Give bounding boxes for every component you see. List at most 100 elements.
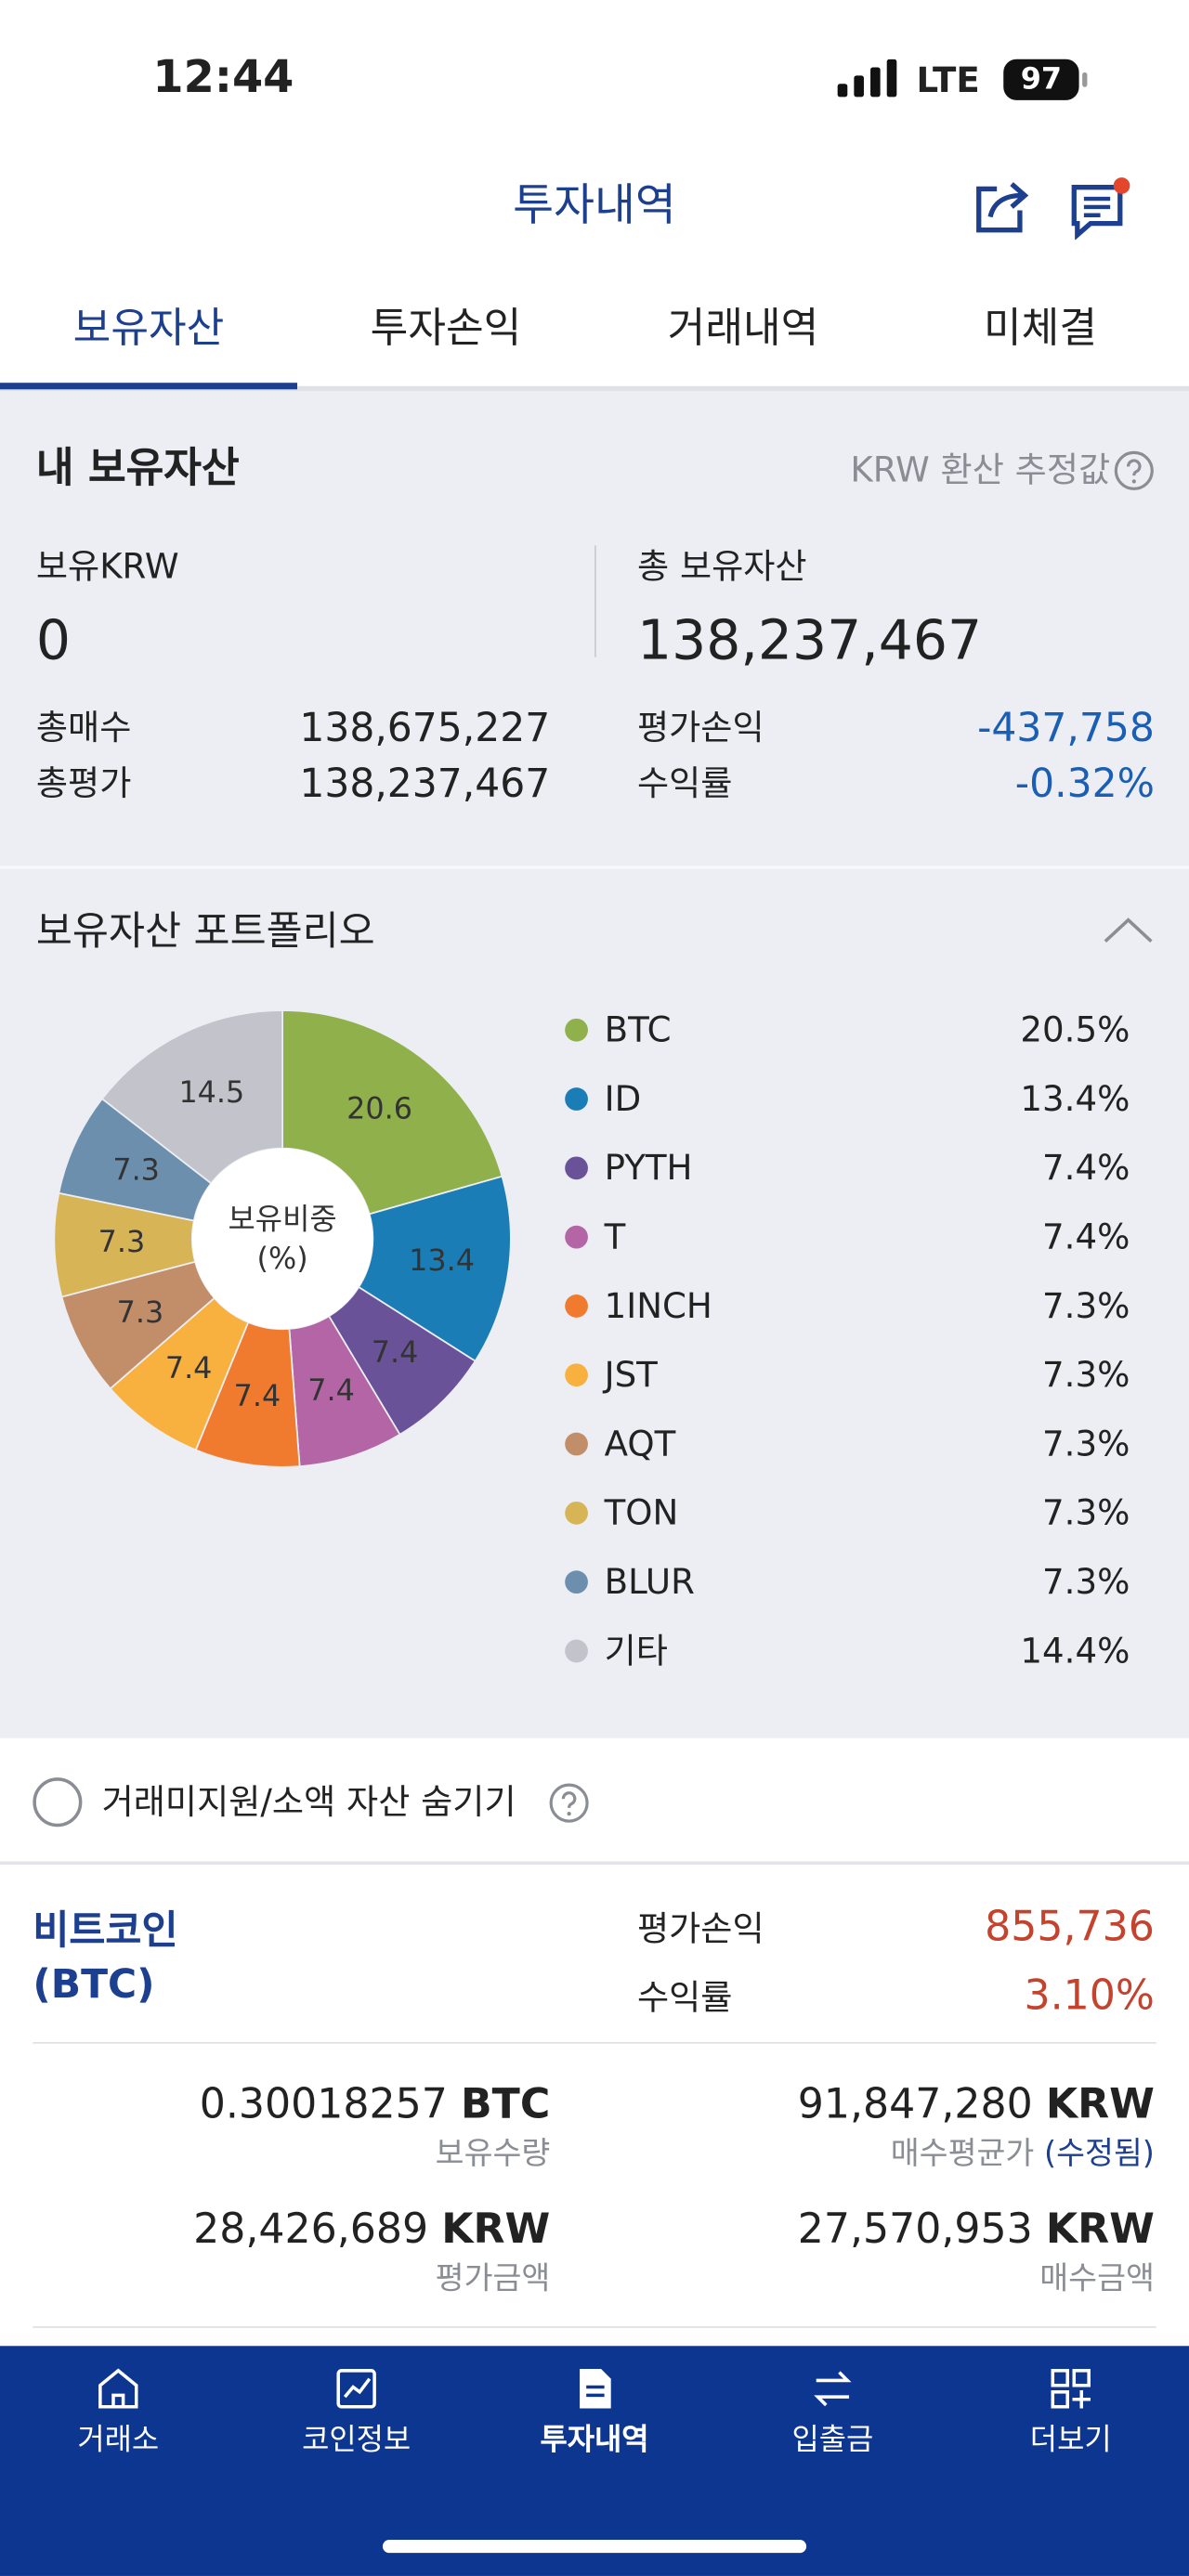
battery: 97 bbox=[1003, 59, 1079, 100]
home-indicator bbox=[382, 2540, 807, 2554]
asset-name[interactable]: 비트코인 bbox=[33, 1906, 178, 1954]
eval-amount: 28,426,689 KRW bbox=[193, 2200, 550, 2259]
buy-label: 총매수 bbox=[35, 708, 132, 748]
tab[interactable]: 보유자산 bbox=[72, 304, 225, 352]
icon-shape bbox=[336, 2369, 376, 2409]
slice-label: 20.6 bbox=[346, 1091, 412, 1126]
slice-label: 7.3 bbox=[98, 1224, 146, 1259]
asset-rate-label: 수익률 bbox=[636, 1977, 733, 2018]
collapse-icon[interactable] bbox=[1101, 914, 1156, 946]
slice-label: 7.3 bbox=[117, 1295, 164, 1330]
asset-ticker[interactable]: (BTC) bbox=[33, 1961, 155, 2008]
quantity-unit: BTC bbox=[460, 2079, 551, 2127]
nav-label[interactable]: 입출금 bbox=[791, 2423, 874, 2458]
donut-center-label: (%) bbox=[257, 1241, 308, 1276]
nav-label[interactable]: 거래소 bbox=[77, 2423, 160, 2458]
divider bbox=[33, 2326, 1156, 2328]
icon-shape bbox=[1051, 2369, 1069, 2387]
slice-label: 7.4 bbox=[234, 1378, 281, 1413]
nav-icon[interactable] bbox=[569, 2364, 619, 2413]
divider bbox=[0, 1861, 1189, 1865]
legend-dot bbox=[565, 1363, 588, 1387]
legend-name: TON bbox=[604, 1493, 679, 1533]
icon-shape bbox=[814, 2371, 852, 2407]
nav-icon[interactable] bbox=[808, 2364, 857, 2413]
legend-percent: 13.4% bbox=[1020, 1079, 1130, 1119]
pl-label: 평가손익 bbox=[636, 708, 764, 748]
tab-divider bbox=[0, 385, 1189, 392]
active-tab-indicator bbox=[0, 383, 298, 390]
nav-icon[interactable] bbox=[332, 2364, 381, 2413]
rate-label: 수익률 bbox=[636, 763, 733, 804]
nav-label[interactable]: 투자내역 bbox=[540, 2423, 649, 2458]
donut-center-label: 보유비중 bbox=[229, 1201, 337, 1236]
icon-shape bbox=[1072, 2369, 1091, 2387]
tab[interactable]: 거래내역 bbox=[667, 304, 819, 352]
slice-label: 13.4 bbox=[409, 1242, 475, 1278]
header-title: 투자내역 bbox=[513, 180, 676, 232]
legend-dot bbox=[565, 1087, 588, 1111]
slice-label: 14.5 bbox=[178, 1074, 244, 1110]
nav-icon[interactable] bbox=[1046, 2364, 1095, 2413]
legend-percent: 7.3% bbox=[1042, 1493, 1130, 1533]
avg-price-value: 91,847,280 bbox=[797, 2079, 1033, 2127]
share-icon[interactable] bbox=[971, 175, 1033, 237]
asset-pl-value: 855,736 bbox=[985, 1902, 1155, 1950]
asset-pl-label: 평가손익 bbox=[636, 1908, 764, 1949]
avg-price-label: 매수평균가 bbox=[890, 2135, 1035, 2172]
status-time: 12:44 bbox=[152, 52, 294, 104]
quantity: 0.30018257 BTC bbox=[200, 2075, 551, 2134]
legend-name: ID bbox=[604, 1079, 642, 1119]
slice-label: 7.4 bbox=[165, 1350, 213, 1386]
avg-price: 91,847,280 KRW bbox=[798, 2075, 1155, 2134]
slice-label: 7.4 bbox=[307, 1373, 355, 1408]
legend-percent: 20.5% bbox=[1020, 1009, 1130, 1050]
portfolio-title: 보유자산 포트폴리오 bbox=[35, 908, 375, 955]
eval-label: 총평가 bbox=[35, 763, 132, 804]
legend-name: BLUR bbox=[604, 1562, 695, 1602]
legend-dot bbox=[565, 1225, 588, 1249]
summary-note: KRW 환산 추정값 bbox=[850, 449, 1111, 490]
krw-value: 0 bbox=[35, 607, 72, 672]
nav-icon[interactable] bbox=[94, 2364, 143, 2413]
legend-name: T bbox=[604, 1216, 626, 1257]
help-icon[interactable] bbox=[549, 1782, 590, 1823]
icon-shape bbox=[343, 2377, 372, 2399]
legend-dot bbox=[565, 1639, 588, 1663]
slice-label: 7.3 bbox=[112, 1152, 160, 1188]
pl-value: -437,758 bbox=[977, 704, 1155, 751]
tab[interactable]: 미체결 bbox=[984, 304, 1098, 352]
legend-name: JST bbox=[604, 1355, 658, 1395]
tab[interactable]: 투자손익 bbox=[370, 304, 522, 352]
avg-price-note[interactable]: (수정됨) bbox=[1043, 2135, 1155, 2172]
legend-name: BTC bbox=[604, 1009, 672, 1050]
legend-name: 1INCH bbox=[604, 1286, 712, 1326]
legend-dot bbox=[565, 1570, 588, 1594]
nav-label[interactable]: 코인정보 bbox=[302, 2423, 412, 2458]
eval-amount-unit: KRW bbox=[441, 2205, 551, 2253]
column-divider bbox=[594, 545, 596, 657]
notice-icon[interactable] bbox=[1067, 175, 1133, 241]
legend-name: PYTH bbox=[604, 1148, 693, 1189]
nav-label[interactable]: 더보기 bbox=[1029, 2423, 1112, 2458]
legend-percent: 7.3% bbox=[1042, 1355, 1130, 1395]
legend-percent: 14.4% bbox=[1020, 1631, 1130, 1672]
hide-toggle-label[interactable]: 거래미지원/소액 자산 숨기기 bbox=[101, 1782, 516, 1822]
icon-shape bbox=[1072, 2390, 1091, 2409]
legend-name: AQT bbox=[604, 1424, 676, 1464]
legend-percent: 7.3% bbox=[1042, 1424, 1130, 1464]
network: LTE bbox=[916, 60, 980, 100]
hide-checkbox[interactable] bbox=[32, 1776, 85, 1828]
slice-label: 7.4 bbox=[372, 1334, 419, 1370]
buy-amount-label: 매수금액 bbox=[1039, 2260, 1155, 2297]
help-icon[interactable] bbox=[1114, 450, 1155, 491]
krw-label: 보유KRW bbox=[35, 547, 179, 587]
total-value: 138,237,467 bbox=[636, 607, 983, 672]
section-divider bbox=[0, 865, 1189, 869]
battery-tip bbox=[1082, 72, 1088, 87]
buy-value: 138,675,227 bbox=[299, 704, 551, 751]
icon-shape bbox=[1051, 2390, 1069, 2409]
legend-dot bbox=[565, 1501, 588, 1525]
